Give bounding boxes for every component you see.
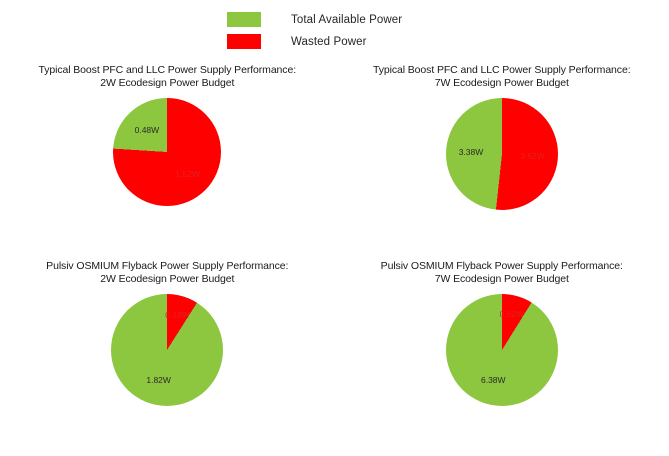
chart-legend: Total Available Power Wasted Power bbox=[0, 12, 669, 49]
legend-swatch-green bbox=[227, 12, 261, 27]
chart-title-pulsiv-2w: Pulsiv OSMIUM Flyback Power Supply Perfo… bbox=[46, 260, 288, 286]
pie-wrap-typical-7w: 3.38W 3.62W bbox=[445, 98, 558, 210]
chart-cell-typical-7w: Typical Boost PFC and LLC Power Supply P… bbox=[335, 64, 669, 260]
pie-wrap-pulsiv-7w: 6.38W 0.62W bbox=[445, 294, 558, 406]
chart-cell-pulsiv-7w: Pulsiv OSMIUM Flyback Power Supply Perfo… bbox=[335, 260, 669, 456]
chart-title-line1: Typical Boost PFC and LLC Power Supply P… bbox=[38, 64, 297, 76]
chart-title-line1: Typical Boost PFC and LLC Power Supply P… bbox=[372, 64, 631, 76]
chart-cell-pulsiv-2w: Pulsiv OSMIUM Flyback Power Supply Perfo… bbox=[0, 260, 335, 456]
pie-pulsiv-2w bbox=[111, 294, 224, 406]
chart-title-line1: Pulsiv OSMIUM Flyback Power Supply Perfo… bbox=[380, 260, 623, 272]
legend-item-total-available-power: Total Available Power bbox=[227, 12, 442, 27]
legend-label-total-available-power: Total Available Power bbox=[291, 13, 403, 26]
legend-label-wasted-power: Wasted Power bbox=[291, 35, 367, 48]
chart-title-line1: Pulsiv OSMIUM Flyback Power Supply Perfo… bbox=[46, 260, 289, 272]
legend-item-wasted-power: Wasted Power bbox=[227, 34, 442, 49]
chart-cell-typical-2w: Typical Boost PFC and LLC Power Supply P… bbox=[0, 64, 335, 260]
chart-title-line2: 2W Ecodesign Power Budget bbox=[100, 273, 235, 285]
pie-wrap-typical-2w: 0.48W 1.52W bbox=[113, 98, 222, 206]
chart-title-line2: 7W Ecodesign Power Budget bbox=[434, 77, 569, 89]
chart-title-typical-2w: Typical Boost PFC and LLC Power Supply P… bbox=[38, 64, 296, 90]
pie-pulsiv-7w bbox=[445, 294, 558, 406]
pie-typical-2w bbox=[113, 98, 222, 206]
chart-title-line2: 2W Ecodesign Power Budget bbox=[100, 77, 235, 89]
chart-title-pulsiv-7w: Pulsiv OSMIUM Flyback Power Supply Perfo… bbox=[381, 260, 623, 286]
chart-title-line2: 7W Ecodesign Power Budget bbox=[434, 273, 569, 285]
pie-wrap-pulsiv-2w: 1.82W 0.18W bbox=[111, 294, 224, 406]
pie-typical-7w bbox=[445, 98, 558, 210]
chart-title-typical-7w: Typical Boost PFC and LLC Power Supply P… bbox=[373, 64, 631, 90]
legend-swatch-red bbox=[227, 34, 261, 49]
pie-chart-grid: Typical Boost PFC and LLC Power Supply P… bbox=[0, 64, 669, 456]
